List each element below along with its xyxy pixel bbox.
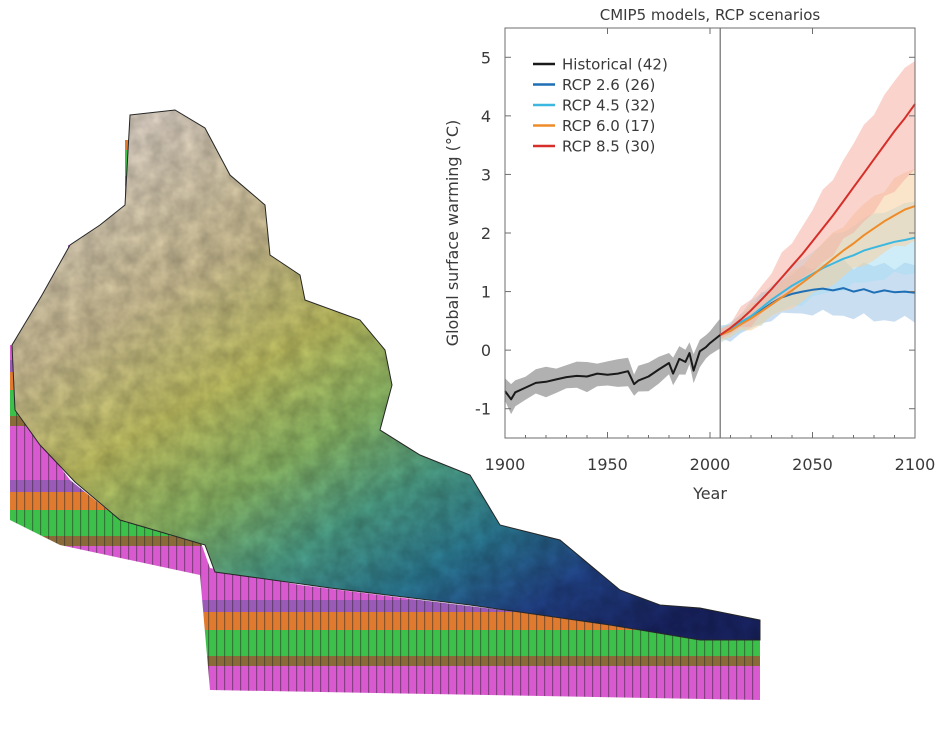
y-tick-label: 3 [481,165,491,184]
x-axis: 1900 1950 2000 2050 2100 [485,28,936,474]
legend-label: RCP 2.6 (26) [562,76,655,94]
series-lines [504,103,916,401]
y-tick-label: 1 [481,283,491,302]
rcp-6-0-17-line [719,205,916,336]
historical-42-line [504,334,721,401]
legend-label: RCP 6.0 (17) [562,117,655,135]
y-tick-label: -1 [475,400,491,419]
y-axis-title: Global surface warming (°C) [443,120,462,347]
terrain-top-surface [11,109,761,641]
y-tick-label: 4 [481,107,491,126]
legend-label: RCP 4.5 (32) [562,97,655,115]
x-axis-title: Year [692,484,727,503]
y-axis: -1 0 1 2 3 4 5 [475,48,915,419]
x-tick-label: 2000 [690,455,731,474]
y-tick-label: 0 [481,341,491,360]
legend-label: Historical (42) [562,56,668,74]
y-tick-label: 5 [481,48,491,67]
x-tick-label: 1900 [485,455,526,474]
legend-label: RCP 8.5 (30) [562,138,655,156]
x-tick-label: 2100 [895,455,936,474]
rcp-8-5-30-line [719,103,916,336]
x-tick-label: 1950 [587,455,628,474]
chart-title: CMIP5 models, RCP scenarios [600,6,821,24]
rcp-8-5-30-band [720,61,915,340]
x-tick-label: 2050 [792,455,833,474]
historical-42-band [505,318,721,415]
y-tick-label: 2 [481,224,491,243]
chart-legend: Historical (42) RCP 2.6 (26) RCP 4.5 (32) R… [533,56,668,156]
